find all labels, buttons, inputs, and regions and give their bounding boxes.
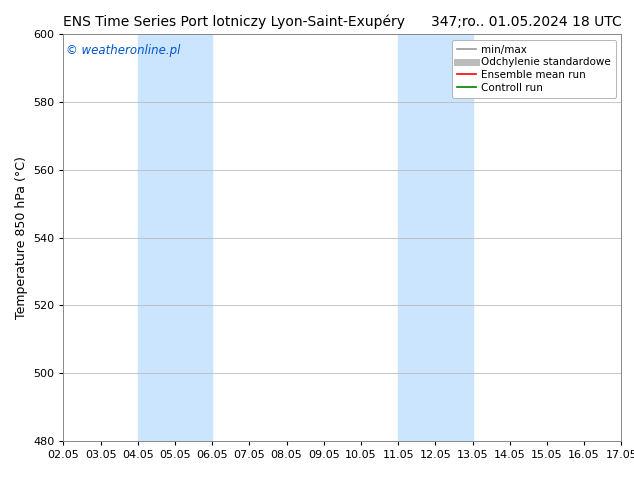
Text: © weatheronline.pl: © weatheronline.pl xyxy=(66,45,181,57)
Text: 347;ro.. 01.05.2024 18 UTC: 347;ro.. 01.05.2024 18 UTC xyxy=(430,15,621,29)
Y-axis label: Temperature 850 hPa (°C): Temperature 850 hPa (°C) xyxy=(15,156,27,319)
Bar xyxy=(398,34,472,441)
Text: ENS Time Series Port lotniczy Lyon-Saint-Exupéry: ENS Time Series Port lotniczy Lyon-Saint… xyxy=(63,15,405,29)
Legend: min/max, Odchylenie standardowe, Ensemble mean run, Controll run: min/max, Odchylenie standardowe, Ensembl… xyxy=(452,40,616,98)
Bar xyxy=(138,34,212,441)
